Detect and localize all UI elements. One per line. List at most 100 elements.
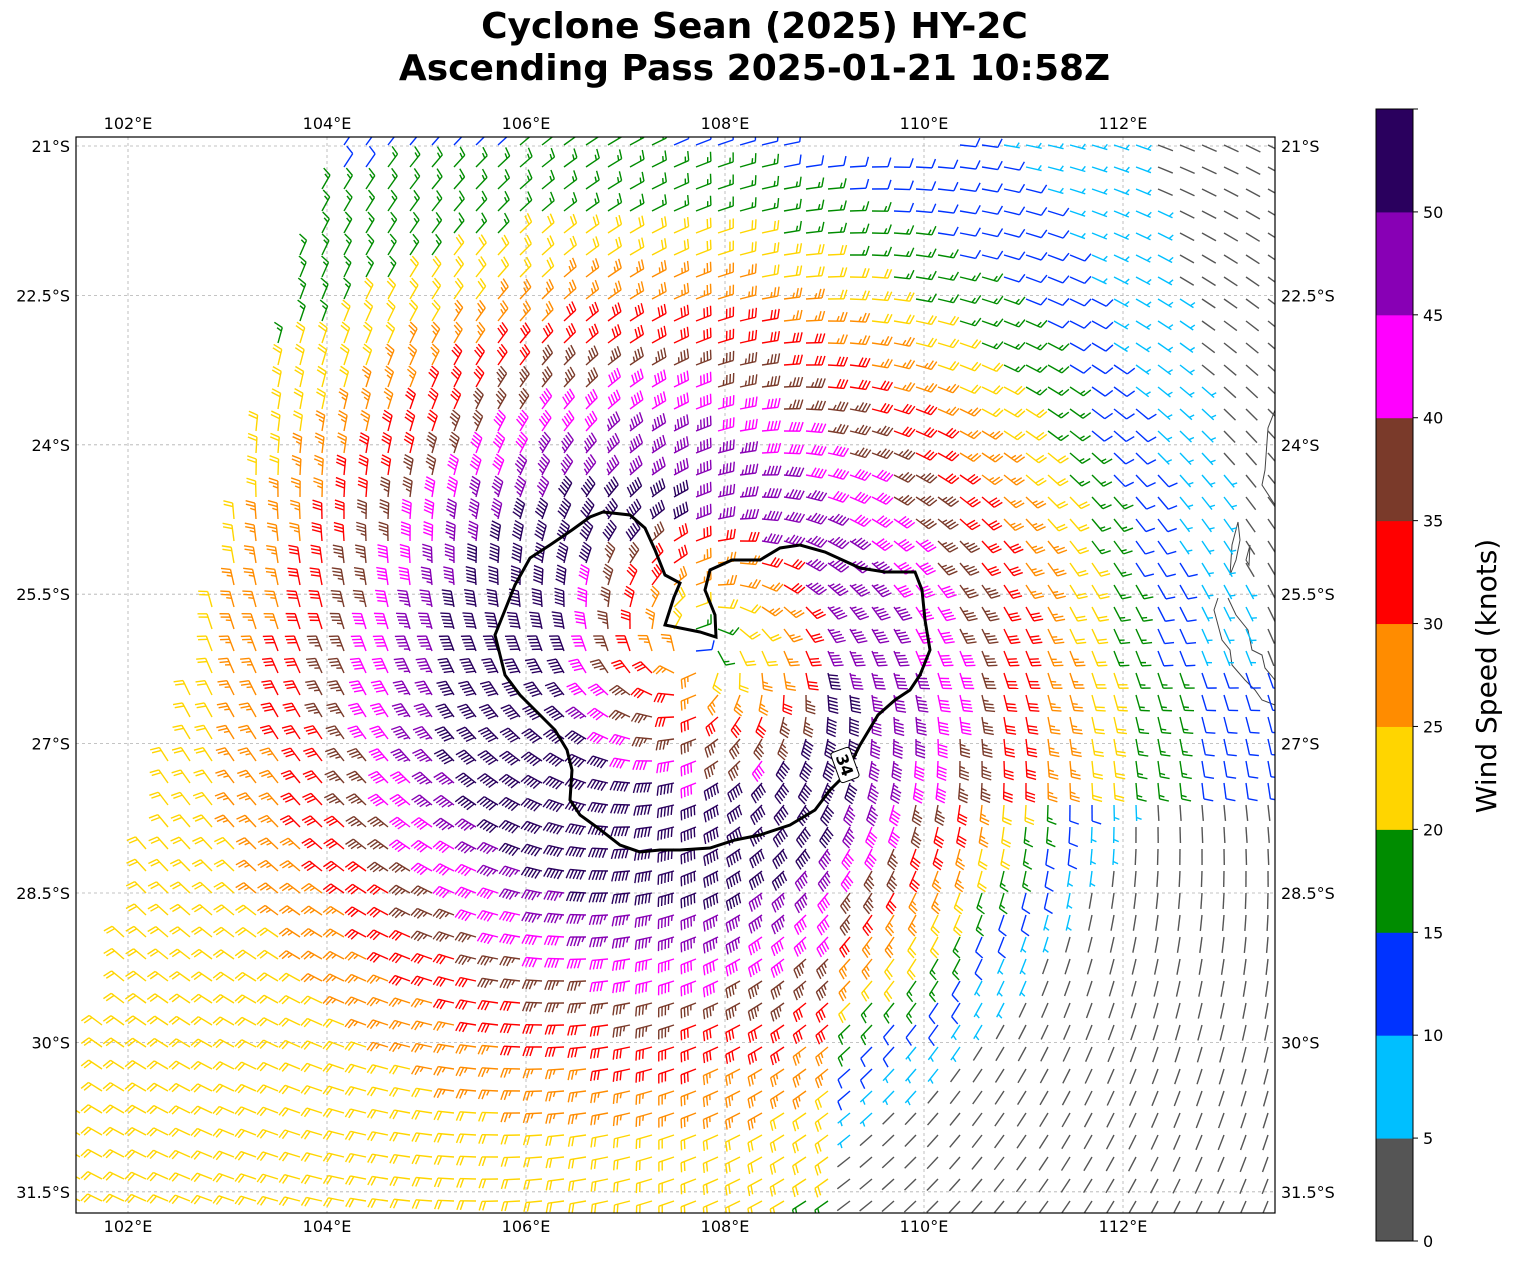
wind-barb — [937, 294, 960, 304]
wind-barb — [1135, 320, 1152, 331]
wind-barb — [321, 167, 331, 190]
wind-barb — [739, 307, 758, 322]
wind-barb — [1201, 166, 1217, 175]
wind-barb — [1267, 166, 1275, 172]
wind-barb — [1091, 254, 1108, 263]
wind-barb — [431, 137, 440, 146]
wind-barb — [1157, 166, 1174, 174]
wind-barb — [827, 244, 848, 256]
lon-label-top: 104°E — [303, 114, 352, 133]
colorbar-bin — [1376, 829, 1413, 933]
wind-barb — [761, 175, 780, 190]
wind-barb — [321, 255, 330, 278]
wind-barb — [1135, 210, 1152, 219]
lon-label-bottom: 110°E — [900, 1217, 949, 1236]
wind-barb — [365, 233, 375, 256]
wind-barb — [519, 137, 531, 146]
wind-barb — [783, 287, 803, 300]
wind-barb — [761, 242, 780, 256]
wind-barb — [695, 173, 712, 190]
wind-barb — [453, 255, 465, 278]
wind-barb — [1025, 164, 1042, 172]
wind-barb — [431, 211, 443, 234]
wind-barb — [563, 366, 576, 388]
wind-barb — [673, 348, 690, 366]
wind-barb — [1135, 364, 1152, 375]
wind-barb — [959, 361, 982, 372]
colorbar-tick-label: 0 — [1423, 1232, 1433, 1251]
wind-barb — [981, 318, 1004, 327]
wind-barb — [915, 248, 937, 258]
wind-barb — [651, 325, 667, 344]
wind-barb — [1201, 144, 1217, 153]
wind-barb — [362, 343, 373, 366]
wind-barb — [915, 382, 938, 393]
wind-barb — [1223, 826, 1226, 844]
wind-barb — [343, 277, 352, 300]
wind-barb — [629, 149, 645, 168]
wind-barb — [431, 233, 442, 256]
wind-barb — [364, 277, 374, 300]
wind-barb — [695, 195, 712, 212]
wind-barb — [1113, 232, 1130, 241]
lat-label-left: 30°S — [31, 1033, 70, 1052]
wind-barb — [339, 343, 350, 366]
wind-barb — [783, 354, 803, 366]
wind-barb — [1201, 276, 1216, 287]
wind-barb — [629, 281, 645, 300]
wind-barb — [1267, 364, 1275, 373]
wind-barb — [340, 321, 351, 344]
wind-barb — [1047, 342, 1070, 351]
wind-barb — [717, 306, 735, 322]
wind-barb — [1201, 254, 1217, 264]
wind-barb — [981, 205, 1004, 215]
wind-barb — [717, 218, 734, 234]
wind-barb — [717, 196, 734, 212]
wind-barb — [1069, 320, 1092, 329]
wind-barb — [849, 290, 871, 301]
wind-barb — [497, 234, 510, 256]
wind-barb — [629, 368, 644, 388]
wind-barb — [453, 277, 464, 300]
wind-barb — [1157, 298, 1174, 308]
wind-barb — [541, 344, 554, 366]
map-panel: 34 102°E102°E104°E104°E106°E106°E108°E10… — [16, 114, 1335, 1236]
wind-barb — [1179, 254, 1195, 264]
wind-barb — [871, 380, 894, 392]
wind-barb — [585, 323, 599, 344]
wind-barb — [321, 233, 330, 256]
colorbar-tick-label: 10 — [1423, 1026, 1443, 1045]
wind-barb — [871, 291, 893, 302]
wind-barb — [1091, 342, 1114, 352]
wind-barb — [409, 189, 420, 212]
wind-barb — [673, 194, 690, 212]
wind-barb — [475, 212, 488, 234]
wind-barb — [1179, 210, 1195, 219]
wind-barb — [1003, 228, 1026, 238]
wind-barb — [1223, 144, 1239, 153]
wind-barb — [541, 213, 555, 234]
colorbar-tick-label: 35 — [1423, 512, 1443, 531]
wind-barb — [761, 308, 780, 322]
wind-barb — [1069, 165, 1086, 173]
wind-barb — [739, 137, 757, 146]
wind-barb — [475, 256, 487, 278]
lat-label-right: 21°S — [1281, 137, 1320, 156]
wind-barb — [849, 178, 870, 190]
wind-barb — [937, 315, 960, 326]
wind-barb — [431, 190, 443, 212]
wind-barb — [915, 203, 937, 214]
wind-barb — [497, 190, 510, 212]
wind-barb — [431, 168, 443, 190]
wind-barb — [805, 333, 826, 344]
wind-barb — [651, 172, 668, 190]
wind-barb — [297, 299, 306, 322]
wind-barb — [1179, 298, 1196, 309]
wind-barb — [673, 260, 690, 278]
wind-barb — [475, 146, 488, 168]
wind-barb — [827, 200, 847, 212]
wind-barb — [343, 233, 352, 256]
wind-barb — [959, 137, 981, 148]
wind-barb — [475, 190, 488, 212]
lat-label-left: 31.5°S — [16, 1183, 70, 1202]
